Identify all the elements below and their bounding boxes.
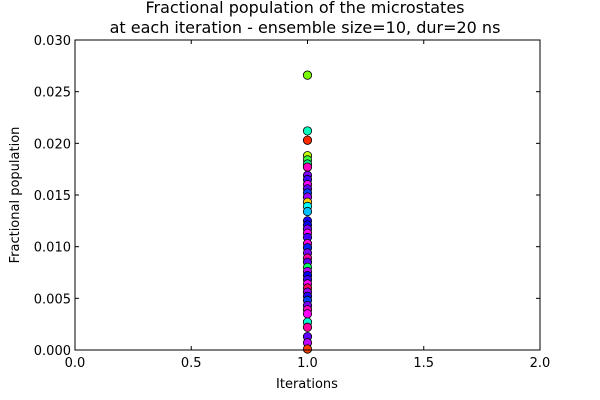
scatter-point: [302, 70, 313, 80]
y-tick-label: 0.010: [34, 241, 71, 256]
plot-frame: [74, 39, 541, 351]
x-tick-label: 0.5: [181, 356, 202, 371]
y-tick-label: 0.030: [34, 34, 71, 49]
y-axis-label: Fractional population: [8, 127, 23, 264]
y-tick-label: 0.005: [34, 292, 71, 307]
y-tick-label: 0.025: [34, 86, 71, 101]
x-tick-label: 2.0: [530, 356, 551, 371]
scatter-point: [302, 126, 313, 136]
scatter-point: [302, 135, 313, 145]
scatter-point: [302, 162, 313, 172]
axis-ticks: 0.0 0.5 1.0 1.5 2.0 0.000 0.005 0.010 0.015 0.020…: [34, 34, 551, 371]
scatter-point: [302, 322, 313, 332]
y-tick-label: 0.000: [34, 344, 71, 359]
scatter-point: [302, 344, 313, 354]
x-tick-label: 0.0: [65, 356, 86, 371]
x-tick-label: 1.5: [413, 356, 434, 371]
y-tick-label: 0.015: [34, 189, 71, 204]
chart-title-line-2: at each iteration - ensemble size=10, du…: [110, 18, 501, 37]
x-tick-label: 1.0: [297, 356, 318, 371]
x-axis-label: Iterations: [276, 377, 338, 392]
scatter-point: [302, 309, 313, 319]
scatter-point: [302, 206, 313, 217]
data-points: [302, 70, 313, 354]
chart-title-line-1: Fractional population of the microstates: [146, 0, 465, 17]
y-tick-label: 0.020: [34, 137, 71, 152]
